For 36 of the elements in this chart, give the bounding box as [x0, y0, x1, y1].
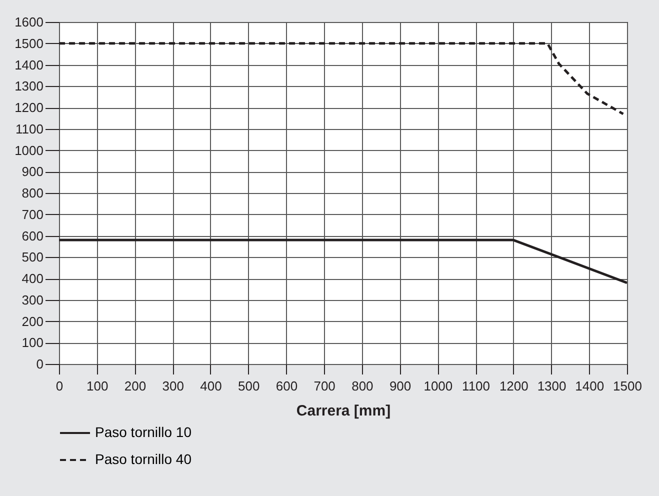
x-tick-label: 700 [314, 378, 336, 394]
legend-label: Paso tornillo 40 [95, 451, 192, 467]
x-tick-label: 600 [276, 378, 298, 394]
y-tick-label: 200 [22, 314, 44, 329]
y-tick-label: 500 [22, 250, 44, 265]
x-tick-label: 400 [200, 378, 222, 394]
x-tick-label: 1300 [537, 378, 566, 394]
y-tick-label: 700 [22, 206, 44, 222]
y-tick-label: 1200 [14, 100, 44, 115]
y-tick-label: 1000 [14, 142, 44, 158]
x-tick-label: 1000 [424, 378, 453, 394]
y-tick-label: 1400 [14, 57, 44, 72]
y-tick-label: 1100 [16, 121, 44, 136]
y-tick-label: 600 [22, 228, 44, 244]
legend-label: Paso tornillo 10 [95, 424, 192, 440]
x-tick-label: 0 [56, 378, 64, 394]
y-tick-label: 1300 [14, 78, 44, 94]
y-tick-label: 0 [36, 356, 44, 372]
y-tick-label: 100 [22, 335, 44, 350]
x-tick-label: 1100 [462, 378, 490, 394]
x-tick-label: 1400 [575, 378, 604, 394]
x-tick-label: 500 [238, 378, 260, 394]
x-tick-label: 900 [389, 378, 412, 394]
x-tick-label: 100 [86, 378, 108, 394]
y-tick-label: 800 [22, 186, 44, 200]
x-tick-label: 1200 [499, 378, 528, 394]
y-tick-label: 300 [22, 292, 44, 308]
x-tick-label: 800 [352, 378, 374, 394]
y-tick-label: 900 [22, 164, 44, 180]
x-axis-title: Carrera [mm] [296, 402, 391, 420]
x-tick-label: 1500 [613, 378, 642, 394]
y-tick-label: 1600 [14, 14, 44, 30]
y-tick-label: 1500 [14, 36, 44, 51]
y-tick-label: 400 [22, 271, 44, 286]
x-tick-label: 200 [124, 378, 146, 394]
x-tick-label: 300 [162, 378, 184, 394]
